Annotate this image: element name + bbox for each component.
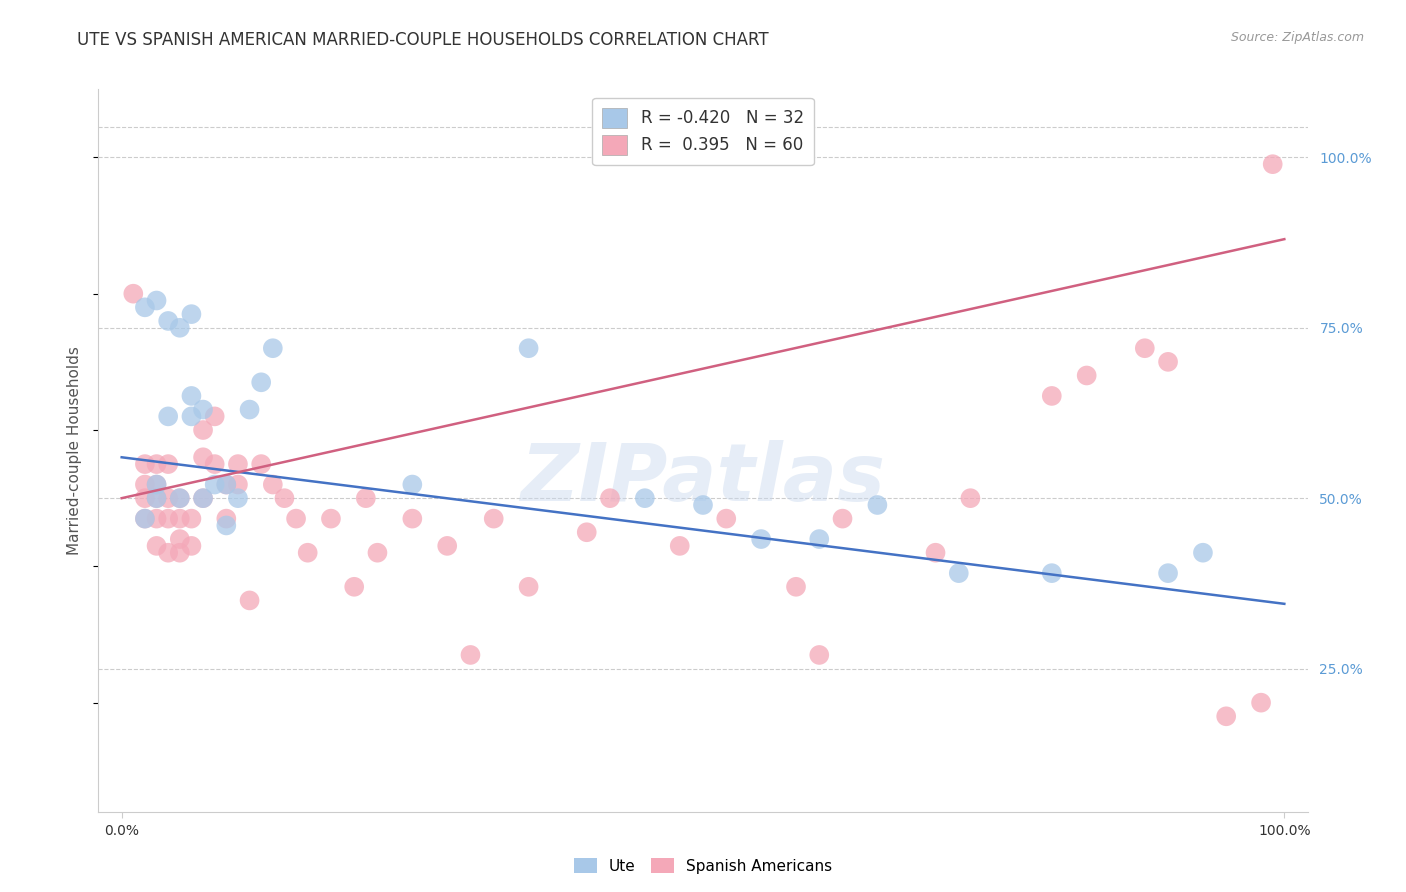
Point xyxy=(134,491,156,505)
Point xyxy=(239,402,262,417)
Point xyxy=(191,450,214,465)
Point xyxy=(343,580,366,594)
Point xyxy=(157,457,180,471)
Point xyxy=(1192,546,1215,560)
Point xyxy=(204,409,226,424)
Point xyxy=(226,491,249,505)
Point xyxy=(250,457,273,471)
Point xyxy=(145,477,167,491)
Point xyxy=(831,511,853,525)
Point xyxy=(1215,709,1237,723)
Point xyxy=(157,314,180,328)
Point xyxy=(319,511,342,525)
Point xyxy=(262,477,284,491)
Point xyxy=(262,341,284,355)
Text: ZIPatlas: ZIPatlas xyxy=(520,441,886,518)
Point xyxy=(134,511,156,525)
Point xyxy=(204,477,226,491)
Point xyxy=(215,511,238,525)
Point xyxy=(145,491,167,505)
Point xyxy=(180,539,202,553)
Legend: Ute, Spanish Americans: Ute, Spanish Americans xyxy=(568,852,838,880)
Point xyxy=(191,491,214,505)
Point xyxy=(215,477,238,491)
Point xyxy=(145,539,167,553)
Point xyxy=(134,477,156,491)
Text: Source: ZipAtlas.com: Source: ZipAtlas.com xyxy=(1230,31,1364,45)
Point xyxy=(191,423,214,437)
Point xyxy=(948,566,970,581)
Point xyxy=(157,511,180,525)
Point xyxy=(169,320,191,334)
Point xyxy=(180,511,202,525)
Point xyxy=(145,477,167,491)
Point xyxy=(460,648,482,662)
Point xyxy=(401,477,423,491)
Point xyxy=(134,457,156,471)
Point xyxy=(145,457,167,471)
Point xyxy=(145,491,167,505)
Point xyxy=(169,491,191,505)
Point xyxy=(1261,157,1284,171)
Point xyxy=(180,307,202,321)
Point xyxy=(575,525,598,540)
Legend: R = -0.420   N = 32, R =  0.395   N = 60: R = -0.420 N = 32, R = 0.395 N = 60 xyxy=(592,97,814,165)
Point xyxy=(1076,368,1098,383)
Point xyxy=(366,546,388,560)
Point xyxy=(180,389,202,403)
Point xyxy=(145,293,167,308)
Point xyxy=(1157,355,1180,369)
Point xyxy=(169,511,191,525)
Point xyxy=(634,491,657,505)
Point xyxy=(226,457,249,471)
Point xyxy=(169,532,191,546)
Point xyxy=(785,580,807,594)
Point xyxy=(599,491,621,505)
Point xyxy=(716,511,738,525)
Point xyxy=(808,648,831,662)
Point xyxy=(285,511,308,525)
Point xyxy=(191,491,214,505)
Point xyxy=(517,341,540,355)
Point xyxy=(169,546,191,560)
Point xyxy=(1157,566,1180,581)
Point xyxy=(517,580,540,594)
Point xyxy=(749,532,772,546)
Point xyxy=(134,511,156,525)
Point xyxy=(169,491,191,505)
Point xyxy=(924,546,946,560)
Point xyxy=(191,402,214,417)
Point xyxy=(297,546,319,560)
Point xyxy=(1133,341,1156,355)
Point xyxy=(157,409,180,424)
Point xyxy=(866,498,889,512)
Point xyxy=(239,593,262,607)
Text: UTE VS SPANISH AMERICAN MARRIED-COUPLE HOUSEHOLDS CORRELATION CHART: UTE VS SPANISH AMERICAN MARRIED-COUPLE H… xyxy=(77,31,769,49)
Point xyxy=(157,491,180,505)
Point xyxy=(226,477,249,491)
Point xyxy=(157,546,180,560)
Point xyxy=(401,511,423,525)
Point xyxy=(692,498,714,512)
Point xyxy=(215,477,238,491)
Point xyxy=(1040,389,1063,403)
Y-axis label: Married-couple Households: Married-couple Households xyxy=(67,346,83,555)
Point xyxy=(250,376,273,390)
Point xyxy=(354,491,377,505)
Point xyxy=(808,532,831,546)
Point xyxy=(145,511,167,525)
Point xyxy=(204,457,226,471)
Point xyxy=(482,511,505,525)
Point xyxy=(668,539,690,553)
Point xyxy=(180,409,202,424)
Point xyxy=(273,491,295,505)
Point xyxy=(122,286,145,301)
Point xyxy=(134,301,156,315)
Point xyxy=(1250,696,1272,710)
Point xyxy=(959,491,981,505)
Point xyxy=(436,539,458,553)
Point xyxy=(215,518,238,533)
Point xyxy=(1040,566,1063,581)
